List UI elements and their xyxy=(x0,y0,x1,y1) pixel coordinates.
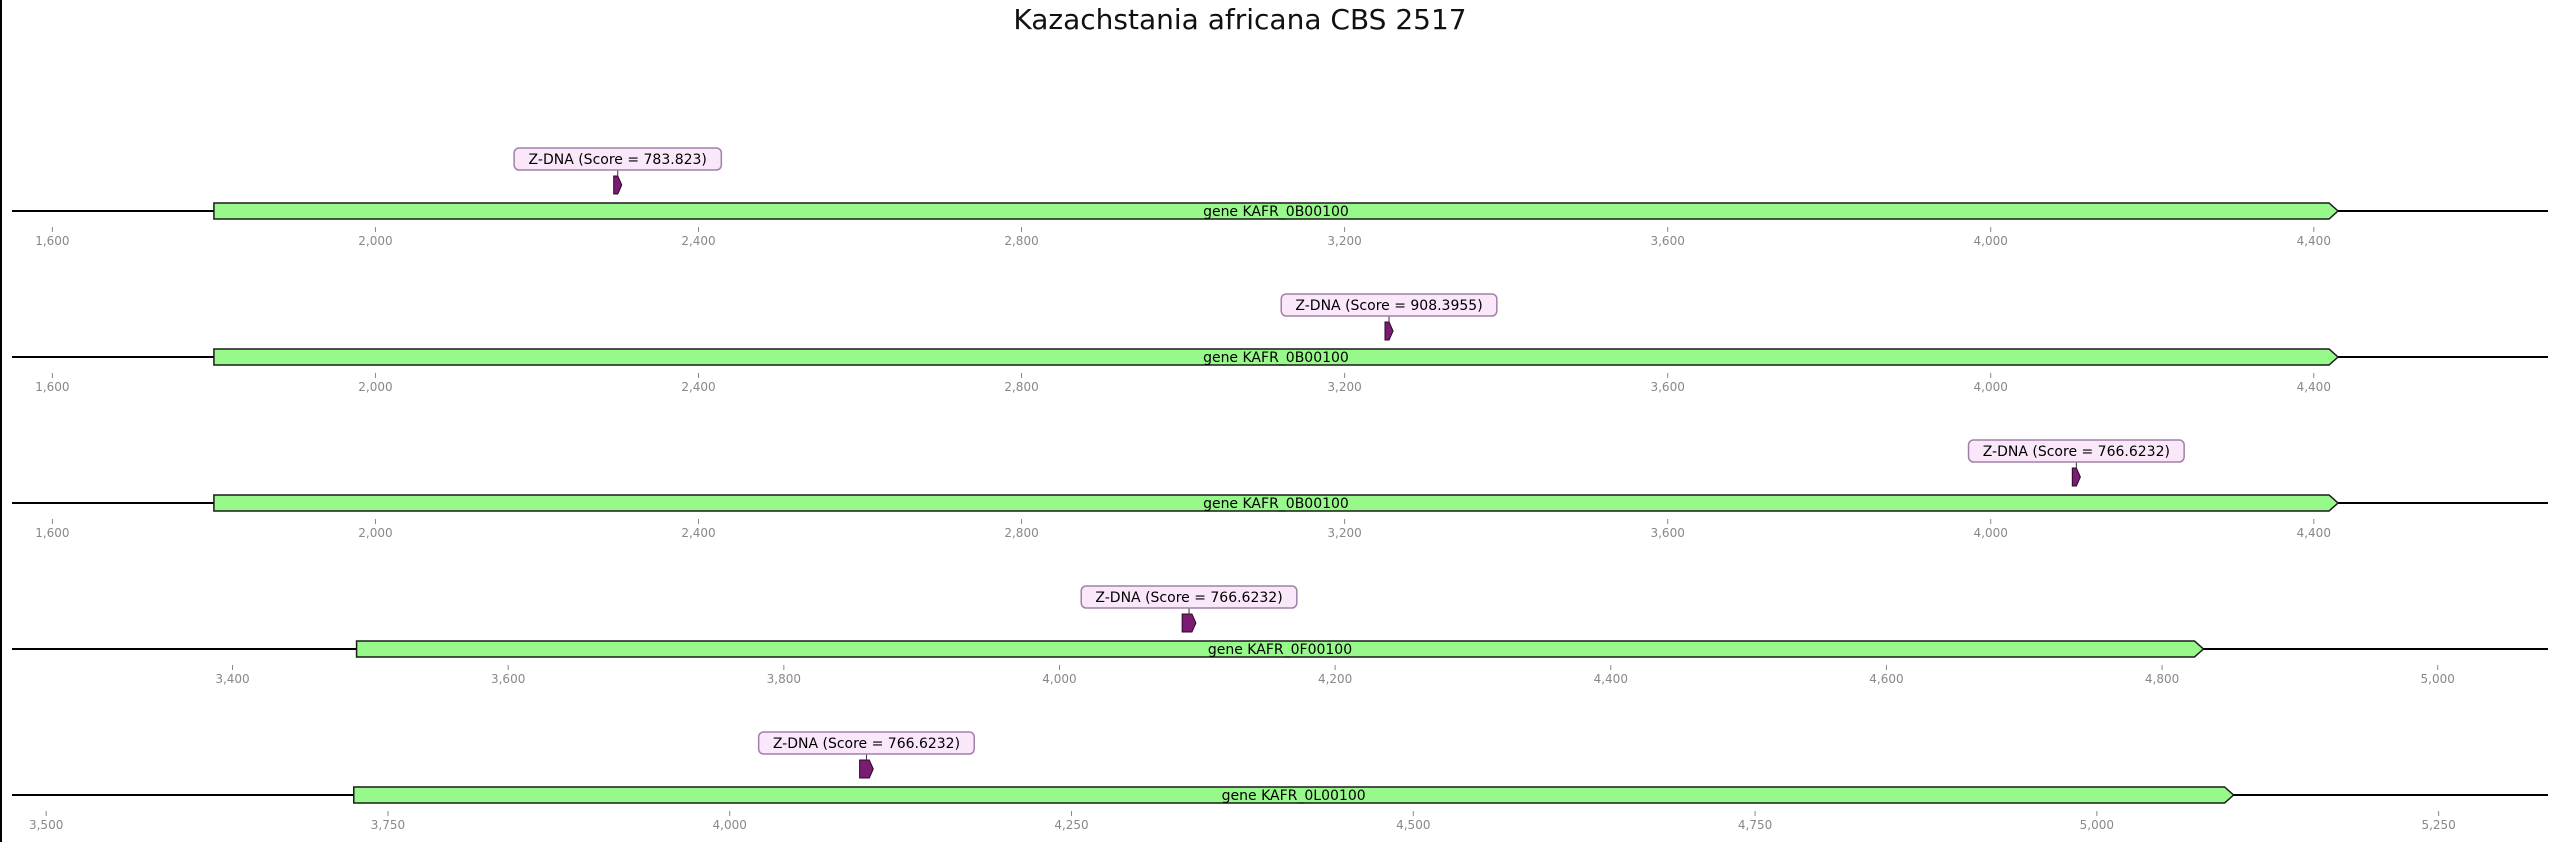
tick-label: 4,400 xyxy=(1594,672,1628,686)
tick-label: 4,000 xyxy=(1042,672,1076,686)
tick-label: 4,400 xyxy=(2297,526,2331,540)
tick-label: 4,600 xyxy=(1869,672,1903,686)
gene-label: gene KAFR_0F00100 xyxy=(1208,642,1352,658)
track-2: gene KAFR_0B00100 1,600 2,000 2,400 2,800 3,2… xyxy=(12,293,2548,394)
tick-label: 3,400 xyxy=(215,672,249,686)
tick-label: 3,600 xyxy=(491,672,525,686)
tick-label: 4,250 xyxy=(1054,818,1088,832)
tick-label: 2,000 xyxy=(358,526,392,540)
zdna-feature-marker xyxy=(1181,613,1197,633)
tick-label: 2,400 xyxy=(681,526,715,540)
tick-label: 4,000 xyxy=(1974,380,2008,394)
zdna-feature-marker xyxy=(613,175,623,195)
tick-label: 3,200 xyxy=(1327,380,1361,394)
zdna-feature-marker xyxy=(859,759,874,779)
feature-label-box xyxy=(757,731,975,755)
tick-label: 2,000 xyxy=(358,234,392,248)
gene-label: gene KAFR_0L00100 xyxy=(1222,788,1366,804)
tick-label: 2,400 xyxy=(681,234,715,248)
tick-label: 4,000 xyxy=(1974,526,2008,540)
gene-arrow xyxy=(353,786,2235,804)
gene-arrow xyxy=(213,348,2340,366)
tick-label: 1,600 xyxy=(35,526,69,540)
tick-label: 4,000 xyxy=(1974,234,2008,248)
tick-label: 5,000 xyxy=(2421,672,2455,686)
tick-label: 3,600 xyxy=(1650,526,1684,540)
tick-label: 2,800 xyxy=(1004,526,1038,540)
tick-label: 3,500 xyxy=(29,818,63,832)
tick-label: 5,250 xyxy=(2421,818,2455,832)
feature-label: Z-DNA (Score = 766.6232) xyxy=(773,736,960,752)
tick-label: 4,000 xyxy=(713,818,747,832)
tick-label: 1,600 xyxy=(35,380,69,394)
gene-label: gene KAFR_0B00100 xyxy=(1203,496,1349,512)
tick-label: 3,600 xyxy=(1650,380,1684,394)
tick-label: 2,000 xyxy=(358,380,392,394)
track-1: gene KAFR_0B00100 1,600 2,000 2,400 2,800 3,2… xyxy=(12,147,2548,248)
feature-label-box xyxy=(1967,439,2185,463)
feature-label: Z-DNA (Score = 783.823) xyxy=(529,152,707,168)
zdna-feature-marker xyxy=(2071,467,2081,487)
tick-label: 4,400 xyxy=(2297,380,2331,394)
track-5: gene KAFR_0L00100 3,500 3,750 4,000 4,250 4,5… xyxy=(12,731,2548,832)
tick-label: 3,800 xyxy=(767,672,801,686)
feature-label-box xyxy=(513,147,723,171)
tick-label: 2,800 xyxy=(1004,380,1038,394)
tick-label: 2,800 xyxy=(1004,234,1038,248)
feature-label: Z-DNA (Score = 908.3955) xyxy=(1295,298,1482,314)
tick-label: 3,200 xyxy=(1327,526,1361,540)
zdna-feature-marker xyxy=(1384,321,1394,341)
tick-label: 4,750 xyxy=(1738,818,1772,832)
tick-label: 4,800 xyxy=(2145,672,2179,686)
figure-left-border xyxy=(0,0,2,842)
gene-arrow xyxy=(213,494,2340,512)
tick-label: 5,000 xyxy=(2080,818,2114,832)
tick-label: 4,200 xyxy=(1318,672,1352,686)
feature-label-box xyxy=(1280,293,1498,317)
track-4: gene KAFR_0F00100 3,400 3,600 3,800 4,000 4,2… xyxy=(12,585,2548,686)
track-3: gene KAFR_0B00100 1,600 2,000 2,400 2,800 3,2… xyxy=(12,439,2548,540)
tick-label: 4,500 xyxy=(1396,818,1430,832)
tick-label: 1,600 xyxy=(35,234,69,248)
gene-label: gene KAFR_0B00100 xyxy=(1203,204,1349,220)
feature-label: Z-DNA (Score = 766.6232) xyxy=(1095,590,1282,606)
tick-label: 3,200 xyxy=(1327,234,1361,248)
feature-label: Z-DNA (Score = 766.6232) xyxy=(1983,444,2170,460)
figure-title: Kazachstania africana CBS 2517 xyxy=(1013,3,1467,36)
gene-arrow xyxy=(355,640,2205,658)
tick-label: 3,750 xyxy=(371,818,405,832)
gene-arrow xyxy=(213,202,2340,220)
tick-label: 2,400 xyxy=(681,380,715,394)
gene-label: gene KAFR_0B00100 xyxy=(1203,350,1349,366)
tick-label: 4,400 xyxy=(2297,234,2331,248)
tick-label: 3,600 xyxy=(1650,234,1684,248)
feature-label-box xyxy=(1080,585,1298,609)
